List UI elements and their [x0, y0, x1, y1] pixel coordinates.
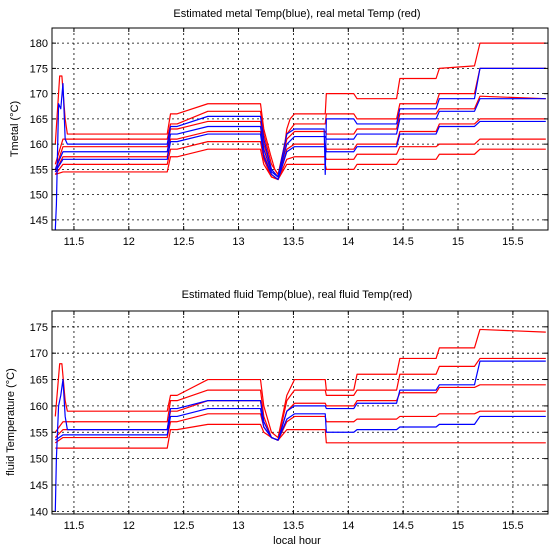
top-chart-xtick-label: 15 — [452, 236, 464, 248]
top-chart: Estimated metal Temp(blue), real metal T… — [9, 8, 549, 248]
top-chart-ylabel: Tmetal (°C) — [9, 101, 21, 157]
bottom-chart-xtick-label: 15 — [452, 520, 464, 532]
bottom-chart-ylabel: fluid Temperature (°C) — [5, 368, 17, 476]
bottom-chart-series-line-5 — [54, 360, 546, 512]
bottom-chart-title: Estimated fluid Temp(blue), real fluid T… — [182, 289, 413, 301]
top-chart-ticks: 11.5 12 12.5 13 13.5 14 14.5 15 15.5 145 150 155 160… — [30, 28, 548, 248]
bottom-chart-xtick-label: 15.5 — [502, 520, 523, 532]
top-chart-frame — [51, 27, 549, 231]
bottom-chart-ytick-label: 140 — [30, 506, 48, 518]
top-chart-xtick-label: 14.5 — [392, 236, 413, 248]
top-chart-ytick-label: 150 — [30, 190, 48, 202]
top-chart-xtick-label: 11.5 — [64, 236, 85, 248]
top-chart-series-line-7 — [54, 98, 546, 178]
bottom-chart-xtick-label: 13 — [232, 520, 244, 532]
bottom-chart-frame — [51, 310, 549, 515]
bottom-chart-grid — [52, 311, 548, 514]
top-chart-series-line-6 — [54, 67, 546, 230]
bottom-chart-ytick-label: 145 — [30, 480, 48, 492]
top-chart-xtick-label: 15.5 — [502, 236, 523, 248]
bottom-chart-plot-area — [54, 328, 546, 512]
bottom-chart-series-line-6 — [54, 407, 546, 441]
bottom-chart-ytick-label: 170 — [30, 348, 48, 360]
top-chart-xtick-label: 13.5 — [283, 236, 304, 248]
top-chart-xtick-label: 14 — [342, 236, 354, 248]
bottom-chart-ytick-label: 175 — [30, 322, 48, 334]
bottom-chart-xlabel: local hour — [273, 535, 321, 547]
bottom-chart-xtick-label: 11.5 — [64, 520, 85, 532]
top-chart-ytick-label: 155 — [30, 164, 48, 176]
bottom-chart-xtick-label: 14.5 — [392, 520, 413, 532]
bottom-chart-series-line-4 — [55, 423, 546, 449]
top-chart-series-line-3 — [54, 118, 546, 181]
bottom-chart-ytick-label: 155 — [30, 427, 48, 439]
top-chart-grid — [52, 28, 548, 230]
bottom-chart-series-line-1 — [54, 357, 546, 441]
bottom-chart: Estimated fluid Temp(blue), real fluid T… — [5, 289, 549, 547]
bottom-chart-series-line-3 — [54, 410, 546, 444]
bottom-chart-xtick-label: 12.5 — [173, 520, 194, 532]
top-chart-xtick-label: 12 — [123, 236, 135, 248]
bottom-chart-ytick-label: 165 — [30, 375, 48, 387]
bottom-chart-xtick-label: 13.5 — [283, 520, 304, 532]
bottom-chart-xtick-label: 12 — [123, 520, 135, 532]
top-chart-ytick-label: 170 — [30, 89, 48, 101]
top-chart-series-line-8 — [54, 120, 546, 181]
top-chart-ytick-label: 165 — [30, 114, 48, 126]
top-chart-ytick-label: 175 — [30, 63, 48, 75]
top-chart-plot-area — [54, 42, 546, 230]
top-chart-ytick-label: 160 — [30, 139, 48, 151]
top-chart-ytick-label: 180 — [30, 38, 48, 50]
bottom-chart-ticks: 11.5 12 12.5 13 13.5 14 14.5 15 15.5 140 145 150 155… — [30, 311, 548, 532]
bottom-chart-ytick-label: 160 — [30, 401, 48, 413]
top-chart-series-line-4 — [54, 138, 546, 181]
bottom-chart-xtick-label: 14 — [342, 520, 354, 532]
bottom-chart-ytick-label: 150 — [30, 454, 48, 466]
top-chart-ytick-label: 145 — [30, 215, 48, 227]
top-chart-xtick-label: 13 — [232, 236, 244, 248]
top-chart-title: Estimated metal Temp(blue), real metal T… — [173, 8, 420, 20]
top-chart-xtick-label: 12.5 — [173, 236, 194, 248]
top-chart-series-line-5 — [55, 148, 546, 181]
